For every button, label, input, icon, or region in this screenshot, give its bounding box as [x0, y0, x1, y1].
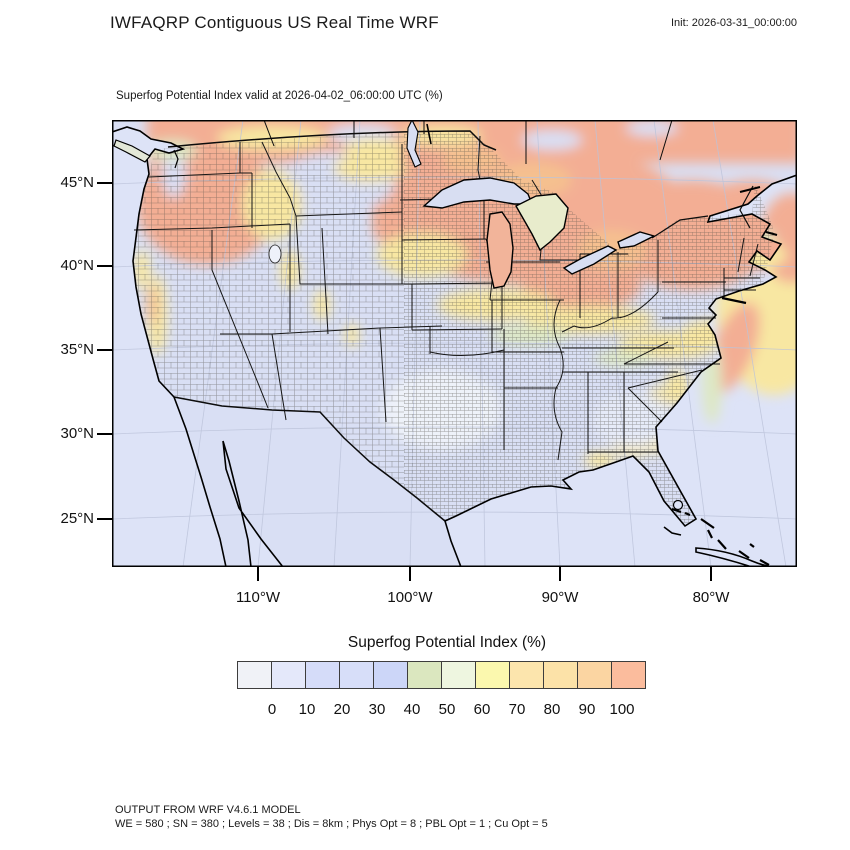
colorbar-cell [509, 661, 544, 689]
colorbar-label: 10 [298, 701, 316, 718]
lon-tick [257, 567, 259, 581]
colorbar-label: 30 [368, 701, 386, 718]
lon-tick [710, 567, 712, 581]
great-lakes [268, 118, 684, 511]
lat-axis-label: 40°N [60, 257, 94, 274]
colorbar-label: 0 [267, 701, 277, 718]
colorbar-label: 40 [403, 701, 421, 718]
colorbar-cell [577, 661, 612, 689]
colorbar-cell [339, 661, 374, 689]
coastline [111, 119, 798, 568]
footer-config-line: WE = 580 ; SN = 380 ; Levels = 38 ; Dis … [115, 818, 548, 830]
lon-axis-label: 110°W [235, 589, 281, 606]
lon-axis-label: 80°W [692, 589, 730, 606]
lat-axis-label: 35°N [60, 341, 94, 358]
lon-tick [559, 567, 561, 581]
lat-axis-label: 25°N [60, 510, 94, 527]
colorbar-label: 60 [473, 701, 491, 718]
lat-tick [97, 182, 112, 184]
lon-axis-label: 90°W [541, 589, 579, 606]
colorbar-cell [305, 661, 340, 689]
lat-tick [97, 518, 112, 520]
colorbar-label: 20 [333, 701, 351, 718]
conus-map [111, 118, 832, 568]
colorbar [237, 661, 657, 689]
international-borders [167, 119, 754, 522]
colorbar-label: 90 [578, 701, 596, 718]
colorbar-label: 100 [609, 701, 635, 718]
colorbar-cell [373, 661, 408, 689]
map-subtitle: Superfog Potential Index valid at 2026-0… [116, 90, 443, 102]
map-frame [112, 120, 797, 567]
lat-tick [97, 433, 112, 435]
footer-model-line: OUTPUT FROM WRF V4.6.1 MODEL [115, 804, 301, 816]
colorbar-cell [407, 661, 442, 689]
colorbar-label: 80 [543, 701, 561, 718]
colorbar-cell [543, 661, 578, 689]
lat-tick [97, 265, 112, 267]
colorbar-label: 70 [508, 701, 526, 718]
colorbar-label: 50 [438, 701, 456, 718]
lat-axis-label: 45°N [60, 174, 94, 191]
conus-map-svg [111, 118, 832, 568]
colorbar-cell [441, 661, 476, 689]
colorbar-cell [237, 661, 272, 689]
init-timestamp: Init: 2026-03-31_00:00:00 [671, 17, 797, 29]
legend-title: Superfog Potential Index (%) [347, 634, 547, 651]
colorbar-cell [271, 661, 306, 689]
lon-axis-label: 100°W [387, 589, 433, 606]
islands [113, 139, 778, 568]
lat-tick [97, 349, 112, 351]
colorbar-cell [611, 661, 646, 689]
lat-axis-label: 30°N [60, 425, 94, 442]
lon-tick [409, 567, 411, 581]
page-title: IWFAQRP Contiguous US Real Time WRF [110, 13, 439, 32]
colorbar-cell [475, 661, 510, 689]
